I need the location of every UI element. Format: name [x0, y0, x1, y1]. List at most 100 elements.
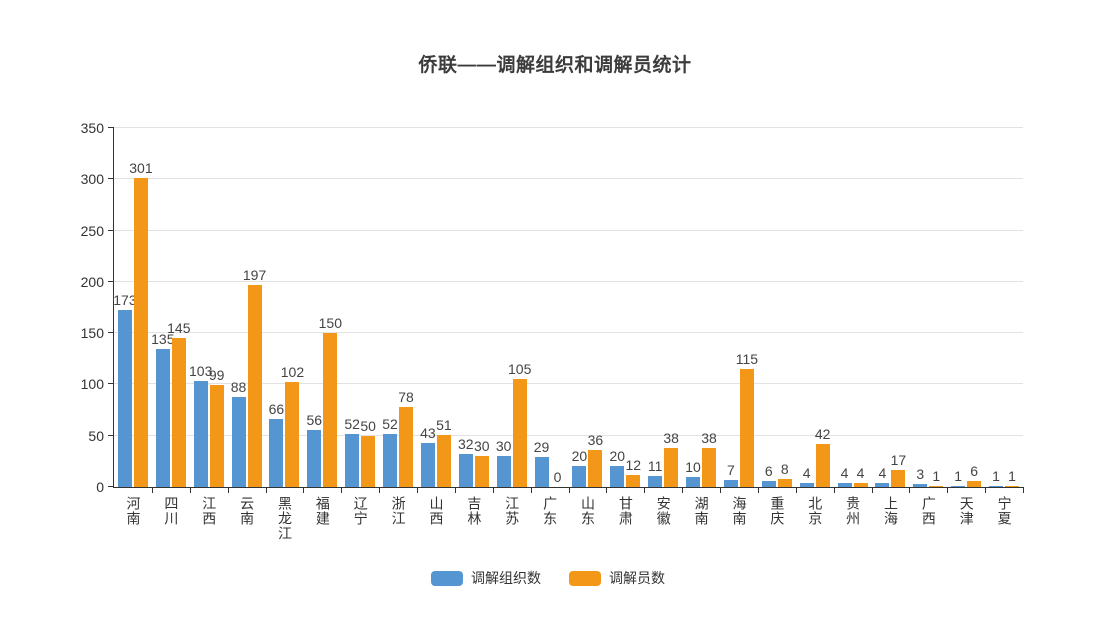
bar-value-s1-c22: 6	[970, 463, 979, 479]
x-label-c11: 广东	[542, 496, 559, 526]
bar-value-s0-c14: 11	[647, 458, 663, 474]
bar-s0-c16[interactable]	[723, 480, 738, 487]
bar-value-s1-c10: 105	[508, 361, 532, 377]
bar-s1-c21[interactable]	[929, 486, 944, 487]
bar-value-s0-c21: 3	[916, 466, 925, 482]
y-tick-100	[108, 383, 114, 385]
x-label-c2: 江西	[201, 496, 218, 526]
y-tick-label-0: 0	[96, 479, 104, 495]
bar-s1-c17[interactable]	[777, 479, 792, 487]
x-tick-21	[909, 487, 911, 493]
bar-value-s0-c2: 103	[189, 363, 213, 379]
x-label-c5: 福建	[314, 496, 331, 526]
bar-s0-c3[interactable]	[231, 397, 246, 487]
y-tick-0	[108, 486, 114, 487]
bar-s0-c2[interactable]	[193, 381, 208, 487]
bar-value-s1-c7: 78	[398, 389, 414, 405]
bar-s1-c3[interactable]	[247, 285, 262, 487]
y-tick-label-150: 150	[80, 325, 104, 342]
gridline-100	[114, 383, 1023, 385]
plot-area: 0 50 100 150 200 250 300 350 173 301 河南 135 145 四川 103…	[81, 121, 1024, 541]
bar-value-s0-c0: 173	[113, 292, 137, 308]
legend-item-mediators[interactable]: 调解员数	[569, 568, 665, 588]
x-label-c6: 辽宁	[352, 496, 369, 526]
bar-s1-c1[interactable]	[171, 338, 186, 487]
x-tick-8	[417, 487, 418, 493]
bar-value-s1-c17: 8	[780, 461, 789, 477]
bar-s1-c0[interactable]	[133, 178, 148, 487]
legend-item-orgs[interactable]: 调解组织数	[431, 568, 541, 588]
x-tick-23	[985, 487, 987, 493]
bar-value-s1-c3: 197	[242, 267, 267, 283]
bar-s1-c6[interactable]	[361, 436, 376, 487]
bar-s0-c17[interactable]	[761, 481, 776, 487]
bar-s0-c18[interactable]	[799, 483, 814, 487]
x-label-c12: 山东	[579, 496, 596, 526]
x-label-c7: 浙江	[390, 496, 407, 526]
x-tick-11	[530, 487, 532, 493]
bar-s0-c8[interactable]	[420, 443, 435, 487]
bar-s1-c5[interactable]	[323, 333, 338, 487]
bar-s1-c14[interactable]	[664, 448, 679, 487]
gridline-250	[114, 229, 1023, 231]
bar-s0-c10[interactable]	[496, 456, 511, 487]
bar-value-s0-c10: 30	[495, 438, 512, 454]
bar-s1-c23[interactable]	[1005, 486, 1020, 487]
bar-value-s0-c16: 7	[727, 462, 735, 478]
bar-s0-c12[interactable]	[572, 466, 587, 487]
bar-s0-c5[interactable]	[307, 430, 322, 487]
bar-s1-c9[interactable]	[474, 456, 489, 487]
bar-value-s0-c13: 20	[609, 448, 626, 464]
x-label-c14: 安徽	[655, 496, 672, 526]
bar-s1-c4[interactable]	[285, 382, 300, 487]
bar-value-s1-c12: 36	[587, 432, 604, 448]
bar-s1-c22[interactable]	[967, 481, 982, 487]
bar-s0-c23[interactable]	[989, 486, 1004, 487]
x-tick-20	[871, 487, 873, 493]
x-label-c22: 天津	[958, 496, 975, 526]
x-label-c15: 湖南	[693, 496, 710, 526]
x-tick-13	[606, 487, 608, 493]
bar-s0-c14[interactable]	[648, 476, 663, 487]
bar-s0-c9[interactable]	[458, 454, 473, 487]
bar-s0-c0[interactable]	[117, 310, 132, 487]
bar-s0-c15[interactable]	[686, 477, 701, 487]
bar-s1-c18[interactable]	[815, 444, 830, 487]
y-tick-label-300: 300	[80, 171, 104, 188]
bar-s1-c8[interactable]	[436, 435, 451, 487]
bar-s0-c1[interactable]	[155, 349, 170, 487]
x-tick-15	[682, 487, 684, 493]
bar-s0-c6[interactable]	[345, 434, 360, 487]
bar-s1-c2[interactable]	[209, 385, 224, 487]
bar-s0-c11[interactable]	[534, 457, 549, 487]
bar-value-s0-c8: 43	[420, 425, 436, 441]
bar-value-s0-c23: 1	[992, 468, 1000, 484]
bar-value-s1-c21: 1	[932, 468, 941, 484]
bar-s1-c13[interactable]	[626, 475, 641, 487]
bar-value-s1-c1: 145	[167, 320, 191, 336]
bar-s0-c22[interactable]	[951, 486, 966, 487]
bar-s1-c16[interactable]	[739, 369, 754, 487]
bar-s0-c13[interactable]	[610, 466, 625, 487]
bar-s0-c20[interactable]	[875, 483, 890, 487]
bar-s1-c7[interactable]	[399, 407, 414, 487]
x-tick-4	[265, 487, 267, 493]
bar-s1-c19[interactable]	[853, 483, 868, 487]
x-tick-5	[303, 487, 305, 493]
bar-s0-c7[interactable]	[383, 434, 398, 487]
bar-s1-c15[interactable]	[702, 448, 717, 487]
bar-s1-c12[interactable]	[588, 450, 603, 487]
legend-swatch-orgs	[431, 570, 463, 586]
bar-value-s0-c1: 135	[151, 331, 175, 347]
bar-s0-c21[interactable]	[913, 484, 928, 487]
bar-s1-c20[interactable]	[891, 470, 906, 487]
x-tick-12	[568, 487, 570, 493]
bar-value-s1-c20: 17	[890, 452, 907, 468]
x-label-c16: 海南	[731, 496, 748, 526]
bar-s0-c4[interactable]	[269, 419, 284, 487]
bar-value-s1-c16: 115	[735, 351, 759, 367]
bar-value-s1-c2: 99	[208, 367, 225, 383]
bar-s1-c10[interactable]	[512, 379, 527, 487]
y-tick-350	[108, 127, 114, 128]
bar-s0-c19[interactable]	[837, 483, 852, 487]
